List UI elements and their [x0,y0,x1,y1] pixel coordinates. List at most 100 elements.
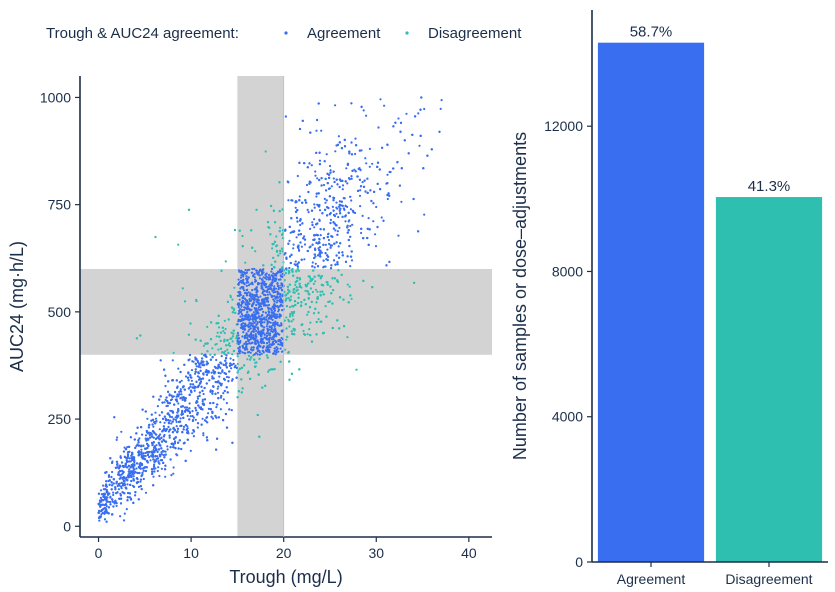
point-agreement [162,435,165,438]
point-agreement [163,401,166,404]
point-agreement [227,380,230,383]
point-disagreement [247,370,250,373]
point-agreement [205,363,208,366]
point-agreement [320,251,323,254]
point-agreement [256,353,259,356]
point-agreement [189,389,193,392]
point-agreement [191,410,194,413]
point-agreement [274,290,277,293]
point-agreement [197,404,200,407]
point-agreement [205,382,208,385]
point-agreement [318,178,321,182]
point-agreement [423,213,426,216]
point-agreement [145,429,148,433]
bar-y-tick-label: 8000 [552,263,583,279]
point-agreement [131,451,134,454]
point-agreement [326,172,329,175]
point-agreement [164,453,167,456]
point-agreement [270,328,273,331]
point-agreement [216,437,219,440]
point-agreement [105,509,108,512]
point-agreement [198,391,201,394]
point-agreement [377,126,380,129]
point-agreement [249,282,252,285]
point-agreement [272,298,275,301]
point-agreement [162,450,165,453]
point-agreement [220,394,223,398]
point-agreement [365,114,368,117]
point-disagreement [250,356,253,359]
point-agreement [376,161,380,164]
point-agreement [163,415,166,418]
point-agreement [245,318,248,321]
point-agreement [238,346,241,349]
point-disagreement [172,351,175,354]
y-tick-label: 250 [48,411,72,427]
point-agreement [407,152,410,155]
point-agreement [112,478,115,481]
point-agreement [419,134,422,137]
point-agreement [254,280,257,283]
point-agreement [219,372,222,375]
point-disagreement [238,229,241,232]
point-agreement [270,267,274,271]
point-agreement [127,451,130,454]
point-agreement [120,497,123,500]
point-agreement [277,308,281,311]
point-agreement [153,467,156,470]
point-disagreement [281,233,284,236]
point-disagreement [279,226,282,229]
y-tick-label: 750 [48,197,72,213]
point-agreement [254,316,258,319]
point-agreement [251,303,254,307]
point-agreement [261,286,264,289]
point-agreement [261,272,264,275]
point-disagreement [331,277,334,280]
point-agreement [164,384,167,388]
point-disagreement [231,335,234,338]
point-agreement [243,342,246,345]
point-disagreement [287,351,290,354]
point-agreement [246,269,249,272]
point-agreement [210,415,213,418]
point-agreement [376,225,379,229]
point-agreement [112,505,115,508]
point-agreement [291,199,294,202]
point-agreement [198,376,201,379]
point-agreement [242,300,245,304]
point-agreement [183,399,187,402]
point-disagreement [254,250,257,253]
point-agreement [259,268,262,271]
point-agreement [281,272,284,275]
point-agreement [252,330,255,333]
point-agreement [279,268,282,271]
point-disagreement [233,228,237,232]
point-agreement [263,321,266,324]
point-agreement [260,352,263,355]
point-agreement [231,378,234,381]
point-disagreement [303,298,306,301]
point-agreement [328,173,331,176]
point-agreement [173,442,176,445]
point-disagreement [210,321,213,324]
point-agreement [328,176,331,179]
point-agreement [311,223,314,227]
point-agreement [257,308,260,311]
point-agreement [166,445,169,448]
point-agreement [254,337,257,340]
point-agreement [341,179,344,182]
point-agreement [106,511,109,514]
point-disagreement [307,282,310,285]
point-agreement [221,370,224,373]
point-agreement [278,271,281,274]
point-disagreement [296,268,299,271]
point-agreement [128,460,131,463]
point-agreement [243,347,246,350]
point-agreement [296,220,299,223]
point-agreement [315,233,318,236]
point-disagreement [177,243,180,246]
point-agreement [169,446,172,449]
point-agreement [318,218,321,221]
point-agreement [133,463,136,466]
point-disagreement [338,327,341,330]
